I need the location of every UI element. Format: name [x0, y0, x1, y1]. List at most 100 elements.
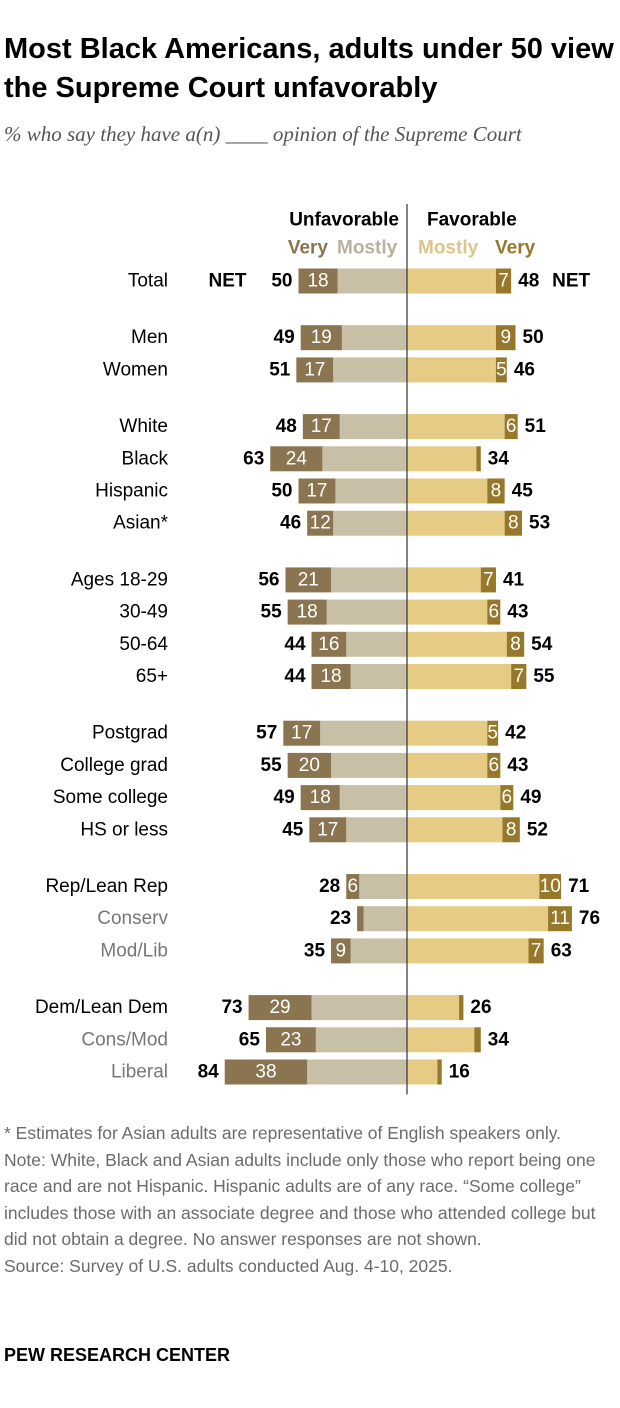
net-unfavorable-value: 50	[271, 481, 292, 502]
bar-favorable-mostly	[407, 325, 496, 351]
bar-label-unfavorable-very: 29	[269, 997, 290, 1018]
bar-label-unfavorable-very: 21	[298, 569, 319, 590]
net-unfavorable-value: 44	[284, 666, 306, 687]
bar-favorable-mostly	[407, 938, 529, 964]
footnote-note: Note: White, Black and Asian adults incl…	[4, 1149, 596, 1250]
row-label: Rep/Lean Rep	[45, 876, 168, 897]
bar-favorable-very	[495, 325, 516, 351]
net-favorable-value: 41	[503, 569, 525, 590]
bar-unfavorable-mostly	[359, 874, 407, 899]
legend-unfav-very: Very	[288, 238, 329, 259]
net-unfavorable-value: 65	[239, 1029, 261, 1050]
bar-label-unfavorable-very: 18	[310, 787, 331, 808]
bar-unfavorable-very	[287, 752, 332, 778]
row-label: Dem/Lean Dem	[35, 997, 168, 1018]
bar-favorable-mostly	[407, 510, 505, 536]
bar-favorable-very	[437, 1059, 442, 1085]
net-favorable-value: 49	[520, 787, 541, 808]
bar-unfavorable-very	[331, 938, 351, 964]
bar-favorable-very	[548, 906, 572, 932]
bar-unfavorable-very	[287, 599, 327, 625]
bar-unfavorable-mostly	[331, 752, 407, 778]
bar-label-unfavorable-very: 24	[286, 448, 308, 469]
bar-favorable-mostly	[407, 664, 512, 689]
net-favorable-value: 71	[568, 876, 590, 897]
footnotes: * Estimates for Asian adults are represe…	[4, 1120, 614, 1279]
bar-label-favorable-very: 6	[506, 416, 517, 437]
bar-unfavorable-very	[298, 268, 338, 294]
bar-favorable-mostly	[407, 995, 460, 1021]
bar-label-unfavorable-very: 17	[311, 416, 332, 437]
net-favorable-value: 52	[527, 819, 548, 840]
net-unfavorable-value: 49	[274, 327, 295, 348]
bar-favorable-very	[487, 752, 501, 778]
bar-label-favorable-very: 7	[513, 666, 524, 687]
bar-favorable-mostly	[407, 874, 540, 899]
net-favorable-value: 51	[525, 416, 547, 437]
row-label: White	[119, 416, 168, 437]
net-unfavorable-value: 51	[269, 359, 291, 380]
bar-label-unfavorable-very: 6	[347, 876, 358, 897]
bar-label-unfavorable-very: 20	[299, 755, 320, 776]
bar-favorable-mostly	[407, 567, 481, 593]
bar-unfavorable-very	[285, 567, 332, 593]
bar-unfavorable-mostly	[350, 938, 407, 964]
bar-unfavorable-very	[248, 995, 312, 1021]
net-favorable-value: 34	[488, 1029, 510, 1050]
net-unfavorable-label: NET	[209, 271, 247, 292]
bar-favorable-mostly	[407, 446, 477, 472]
bar-label-favorable-very: 9	[500, 327, 511, 348]
net-unfavorable-value: 46	[280, 513, 301, 534]
bar-label-unfavorable-very: 38	[255, 1062, 276, 1083]
row-label: College grad	[60, 755, 168, 776]
net-unfavorable-value: 45	[282, 819, 304, 840]
legend-fav-mostly: Mostly	[418, 238, 479, 259]
chart-title: Most Black Americans, adults under 50 vi…	[4, 33, 614, 104]
bar-favorable-very	[504, 414, 518, 440]
legend-unfav-mostly: Mostly	[337, 238, 398, 259]
bar-favorable-very	[495, 268, 512, 294]
bar-unfavorable-mostly	[339, 414, 407, 440]
bar-favorable-very	[504, 510, 523, 536]
bar-unfavorable-mostly	[346, 631, 407, 657]
bar-unfavorable-very	[346, 874, 360, 899]
bar-favorable-very	[500, 785, 514, 811]
row-label: Asian*	[113, 513, 169, 534]
bar-unfavorable-very	[224, 1059, 308, 1085]
bar-favorable-very	[539, 874, 562, 899]
net-favorable-value: 53	[529, 513, 550, 534]
row-label: 50-64	[119, 634, 168, 655]
bar-unfavorable-mostly	[331, 567, 407, 593]
net-favorable-value: 43	[507, 755, 528, 776]
bar-favorable-very	[459, 995, 464, 1021]
bar-label-favorable-very: 6	[502, 787, 513, 808]
net-favorable-label: NET	[552, 271, 590, 292]
bar-favorable-very	[474, 1027, 481, 1053]
net-unfavorable-value: 49	[274, 787, 295, 808]
bar-label-unfavorable-very: 17	[306, 481, 327, 502]
bar-unfavorable-mostly	[307, 1059, 407, 1085]
bar-favorable-very	[502, 817, 520, 843]
net-favorable-value: 54	[531, 634, 553, 655]
diverging-bar-chart: Unfavorable Favorable Very Mostly Mostly Very…	[35, 204, 600, 1095]
bar-label-favorable-very: 8	[506, 819, 517, 840]
bar-favorable-mostly	[407, 599, 488, 625]
net-favorable-value: 42	[505, 723, 526, 744]
net-favorable-value: 45	[512, 481, 534, 502]
net-favorable-value: 76	[579, 908, 600, 929]
bar-label-favorable-very: 10	[540, 876, 561, 897]
bar-unfavorable-mostly	[333, 357, 407, 383]
bar-unfavorable-very	[270, 446, 323, 472]
net-favorable-value: 43	[507, 602, 528, 623]
bar-favorable-mostly	[407, 268, 496, 294]
bar-unfavorable-very	[357, 906, 364, 932]
footnote-source: Source: Survey of U.S. adults conducted …	[4, 1255, 453, 1276]
net-unfavorable-value: 55	[261, 602, 283, 623]
row-label: Cons/Mod	[81, 1029, 168, 1050]
net-unfavorable-value: 84	[198, 1062, 220, 1083]
bar-favorable-mostly	[407, 752, 488, 778]
row-label: Men	[131, 327, 168, 348]
bar-favorable-mostly	[407, 631, 507, 657]
row-label: Liberal	[111, 1062, 168, 1083]
row-label: Hispanic	[95, 481, 168, 502]
